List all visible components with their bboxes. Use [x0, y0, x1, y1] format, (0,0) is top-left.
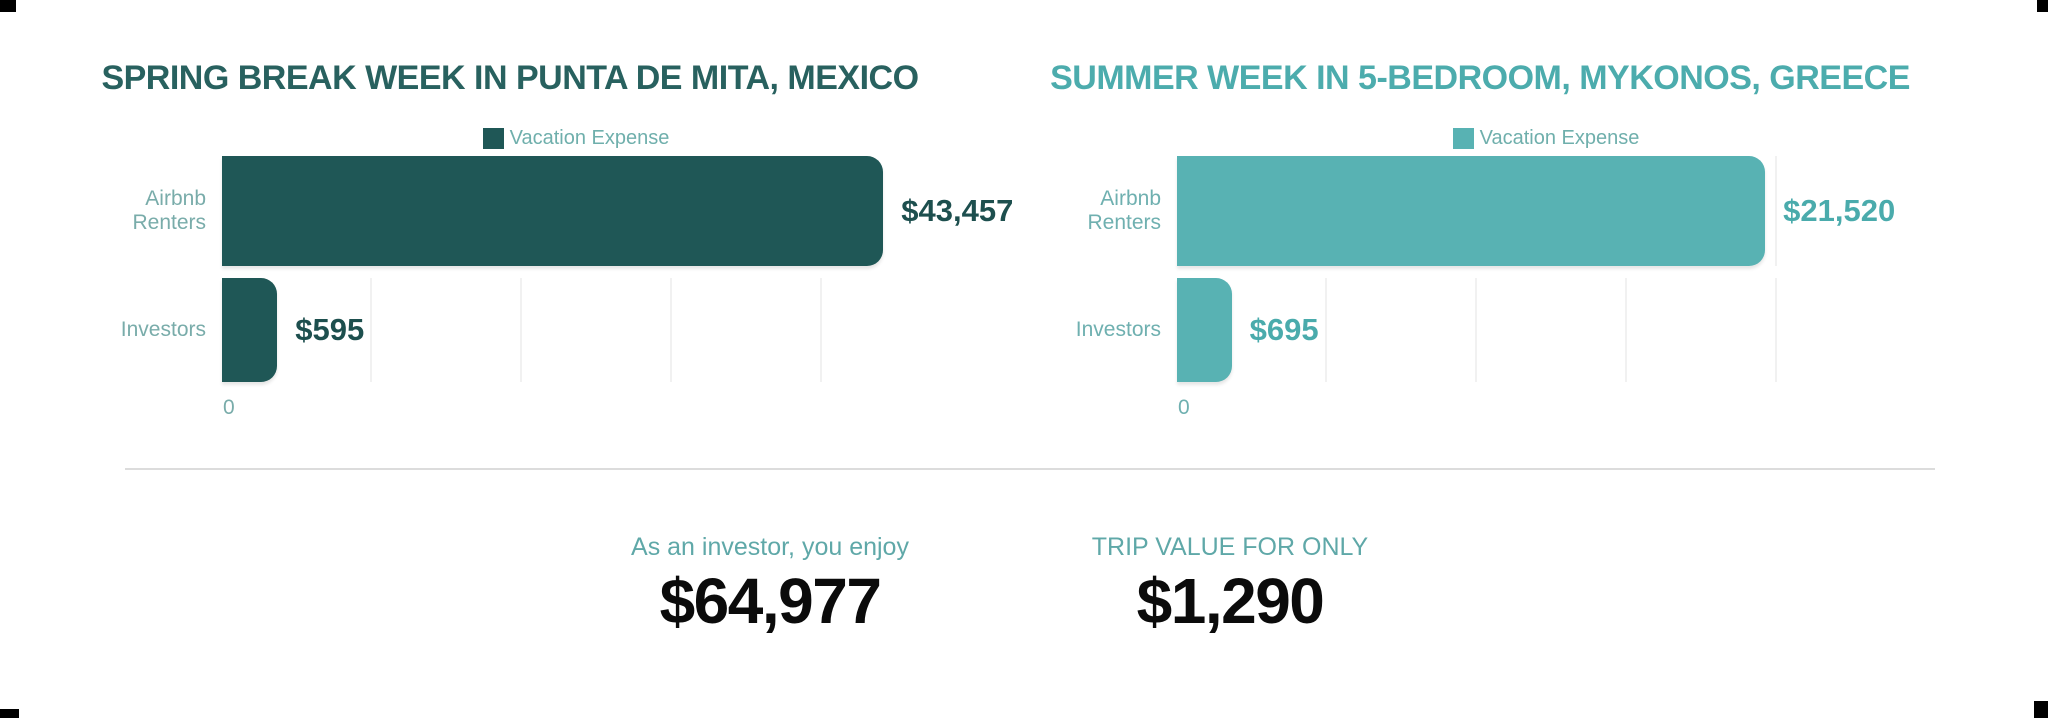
- stat-label: As an investor, you enjoy: [631, 533, 909, 561]
- bar-track: $21,520: [1177, 156, 1915, 266]
- axis-zero-label: 0: [223, 396, 235, 419]
- legend: Vacation Expense: [1045, 126, 1915, 150]
- legend: Vacation Expense: [90, 126, 930, 150]
- bar-investors[interactable]: [222, 278, 278, 382]
- bar-row-investors: Investors $695: [1045, 278, 1915, 382]
- chart-summer-mykonos: SUMMER WEEK IN 5-BEDROOM, MYKONOS, GREEC…: [1045, 58, 1915, 420]
- stat-value: $1,290: [1136, 565, 1325, 637]
- bar-airbnb-renters[interactable]: [1177, 156, 1766, 266]
- x-axis: 0: [90, 394, 930, 420]
- category-label-airbnb-renters: Airbnb Renters: [132, 186, 206, 234]
- bar-row-investors: Investors $595: [90, 278, 930, 382]
- legend-label: Vacation Expense: [1479, 126, 1640, 149]
- chart-title: SUMMER WEEK IN 5-BEDROOM, MYKONOS, GREEC…: [1050, 59, 1910, 97]
- legend-label: Vacation Expense: [509, 126, 670, 149]
- bar-track: $43,457: [222, 156, 1013, 266]
- bar-value-label: $21,520: [1783, 193, 1896, 228]
- bar-row-airbnb-renters: Airbnb Renters $21,520: [1045, 156, 1915, 266]
- x-axis: 0: [1045, 394, 1915, 420]
- trip-value-stat: TRIP VALUE FOR ONLY $1,290: [1040, 532, 1420, 638]
- stat-value: $64,977: [659, 565, 882, 637]
- bar-airbnb-renters[interactable]: [222, 156, 884, 266]
- corner-artifact: [2034, 701, 2048, 718]
- investor-benefit-stat: As an investor, you enjoy $64,977: [580, 532, 960, 638]
- bar-track: $695: [1177, 278, 1915, 382]
- bar-row-airbnb-renters: Airbnb Renters $43,457: [90, 156, 1013, 266]
- corner-artifact: [0, 709, 19, 718]
- bar-value-label: $695: [1249, 312, 1319, 347]
- legend-swatch-icon: [482, 127, 504, 149]
- chart-spring-break-punta-de-mita: SPRING BREAK WEEK IN PUNTA DE MITA, MEXI…: [90, 58, 1013, 420]
- bar-value-label: $595: [295, 312, 365, 347]
- divider: [125, 468, 1935, 470]
- bar-investors[interactable]: [1177, 278, 1232, 382]
- bar-track: $595: [222, 278, 930, 382]
- axis-zero-label: 0: [1178, 396, 1190, 419]
- corner-artifact: [0, 0, 16, 12]
- category-label-investors: Investors: [1075, 317, 1161, 341]
- legend-item-vacation-expense[interactable]: Vacation Expense: [1177, 126, 1915, 150]
- stat-label: TRIP VALUE FOR ONLY: [1091, 533, 1369, 561]
- bar-value-label: $43,457: [901, 193, 1014, 228]
- legend-item-vacation-expense[interactable]: Vacation Expense: [222, 126, 930, 150]
- category-label-airbnb-renters: Airbnb Renters: [1087, 186, 1161, 234]
- corner-artifact: [2037, 0, 2048, 12]
- chart-title: SPRING BREAK WEEK IN PUNTA DE MITA, MEXI…: [101, 59, 919, 97]
- category-label-investors: Investors: [120, 317, 206, 341]
- legend-swatch-icon: [1452, 127, 1474, 149]
